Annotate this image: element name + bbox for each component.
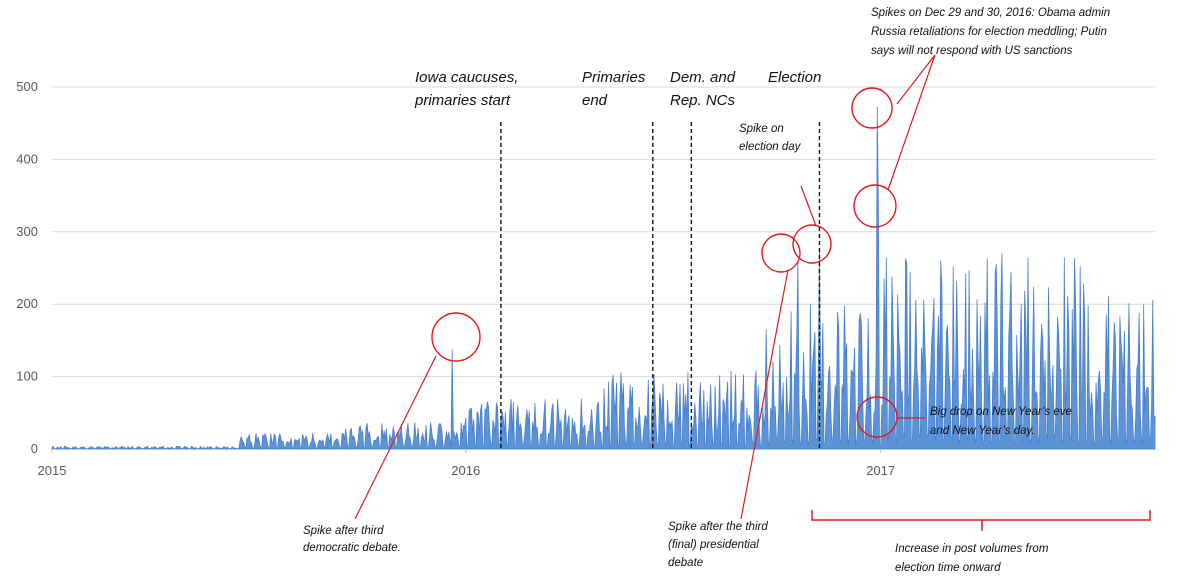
x-tick-label: 2016	[451, 463, 480, 478]
annotation-text: (final) presidential	[668, 539, 759, 551]
x-tick-label: 2015	[38, 463, 67, 478]
y-tick-label: 200	[16, 296, 38, 311]
annotation-text: Spike after third	[303, 525, 384, 537]
event-label: Iowa caucuses,	[415, 69, 518, 86]
series-area	[51, 106, 1156, 450]
highlight-circle	[792, 224, 832, 264]
highlight-circle	[431, 312, 481, 362]
annotation-text: Spikes on Dec 29 and 30, 2016: Obama adm…	[871, 7, 1110, 19]
annotations: Spike after third democratic debate. Spike…	[303, 7, 1151, 574]
highlight-circle	[853, 184, 897, 228]
annotation-text: Big drop on New Year’s eve	[930, 406, 1072, 418]
x-tick-label: 2017	[866, 463, 895, 478]
annotation-text: election time onward	[895, 562, 1001, 574]
range-bracket	[811, 510, 1151, 531]
event-label: end	[582, 92, 608, 109]
annotation-text: says will not respond with US sanctions	[871, 45, 1073, 57]
connector-line	[896, 54, 936, 105]
event-label: Rep. NCs	[670, 92, 736, 109]
highlight-circle	[761, 233, 801, 273]
x-axis-ticks: 2015 2016 2017	[38, 449, 895, 478]
y-tick-label: 400	[16, 151, 38, 166]
event-lines: Iowa caucuses, primaries start Primaries en…	[414, 69, 821, 449]
y-tick-label: 500	[16, 79, 38, 94]
annotation-text: Spike after the third	[668, 521, 768, 533]
connector-line	[740, 269, 789, 520]
annotation-text: Increase in post volumes from	[895, 543, 1049, 555]
highlight-circle	[851, 87, 893, 129]
connector-line	[354, 355, 437, 520]
y-tick-label: 300	[16, 224, 38, 239]
y-tick-label: 0	[31, 441, 38, 456]
event-label: Primaries	[582, 69, 646, 86]
y-axis-ticks: 0 100 200 300 400 500	[16, 79, 38, 456]
annotation-text: election day	[739, 141, 802, 153]
connector-line	[887, 54, 936, 191]
event-label: Dem. and	[670, 69, 736, 86]
event-label: Election	[768, 69, 821, 86]
annotation-text: and New Year’s day.	[930, 425, 1035, 437]
connector-line	[800, 185, 817, 227]
y-tick-label: 100	[16, 369, 38, 384]
event-label: primaries start	[414, 92, 511, 109]
annotation-text: Russia retaliations for election meddlin…	[871, 26, 1107, 38]
annotation-text: democratic debate.	[303, 542, 401, 554]
annotation-text: Spike on	[739, 123, 784, 135]
series-path	[51, 106, 1156, 450]
annotation-text: debate	[668, 557, 703, 569]
highlight-circle	[856, 396, 898, 438]
